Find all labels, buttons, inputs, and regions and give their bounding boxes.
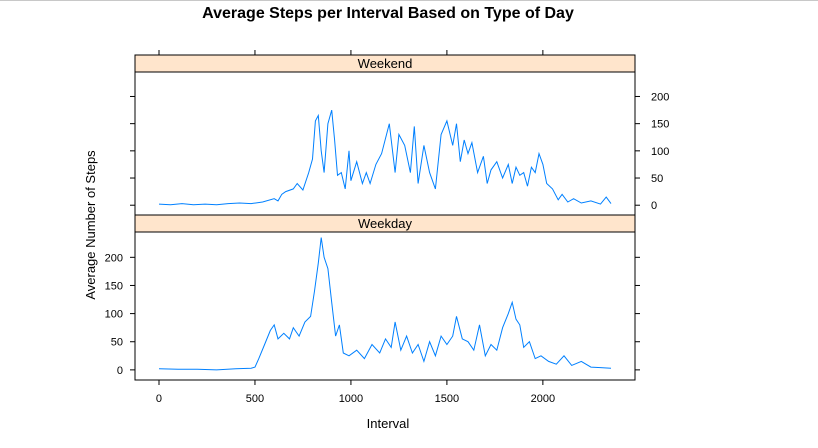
y-tick-label: 50 [111,337,123,349]
y-tick-label: 100 [105,309,123,321]
y-axis-label: Average Number of Steps [83,150,98,300]
series-line-weekend [158,109,612,206]
y-tick-label: 50 [651,173,663,185]
panel-frame-weekday [134,231,636,381]
x-tick-label: 0 [156,393,162,405]
strip-label-weekend: Weekend [358,56,413,71]
y-tick-label: 200 [105,252,123,264]
x-axis-label: Interval [367,416,410,431]
y-tick-label: 0 [117,365,123,377]
y-tick-label: 200 [651,91,669,103]
x-tick-label: 2000 [531,393,555,405]
y-tick-label: 150 [651,119,669,131]
top-divider [0,0,818,1]
y-tick-label: 0 [651,200,657,212]
y-tick-label: 150 [105,280,123,292]
chart-title: Average Steps per Interval Based on Type… [202,5,574,22]
y-tick-label: 100 [651,146,669,158]
x-tick-label: 500 [246,393,264,405]
strip-label-weekday: Weekday [358,216,412,231]
series-line-weekday [158,237,612,371]
panel-frame-weekend [134,71,636,216]
x-tick-label: 1500 [435,393,459,405]
x-tick-label: 1000 [339,393,363,405]
